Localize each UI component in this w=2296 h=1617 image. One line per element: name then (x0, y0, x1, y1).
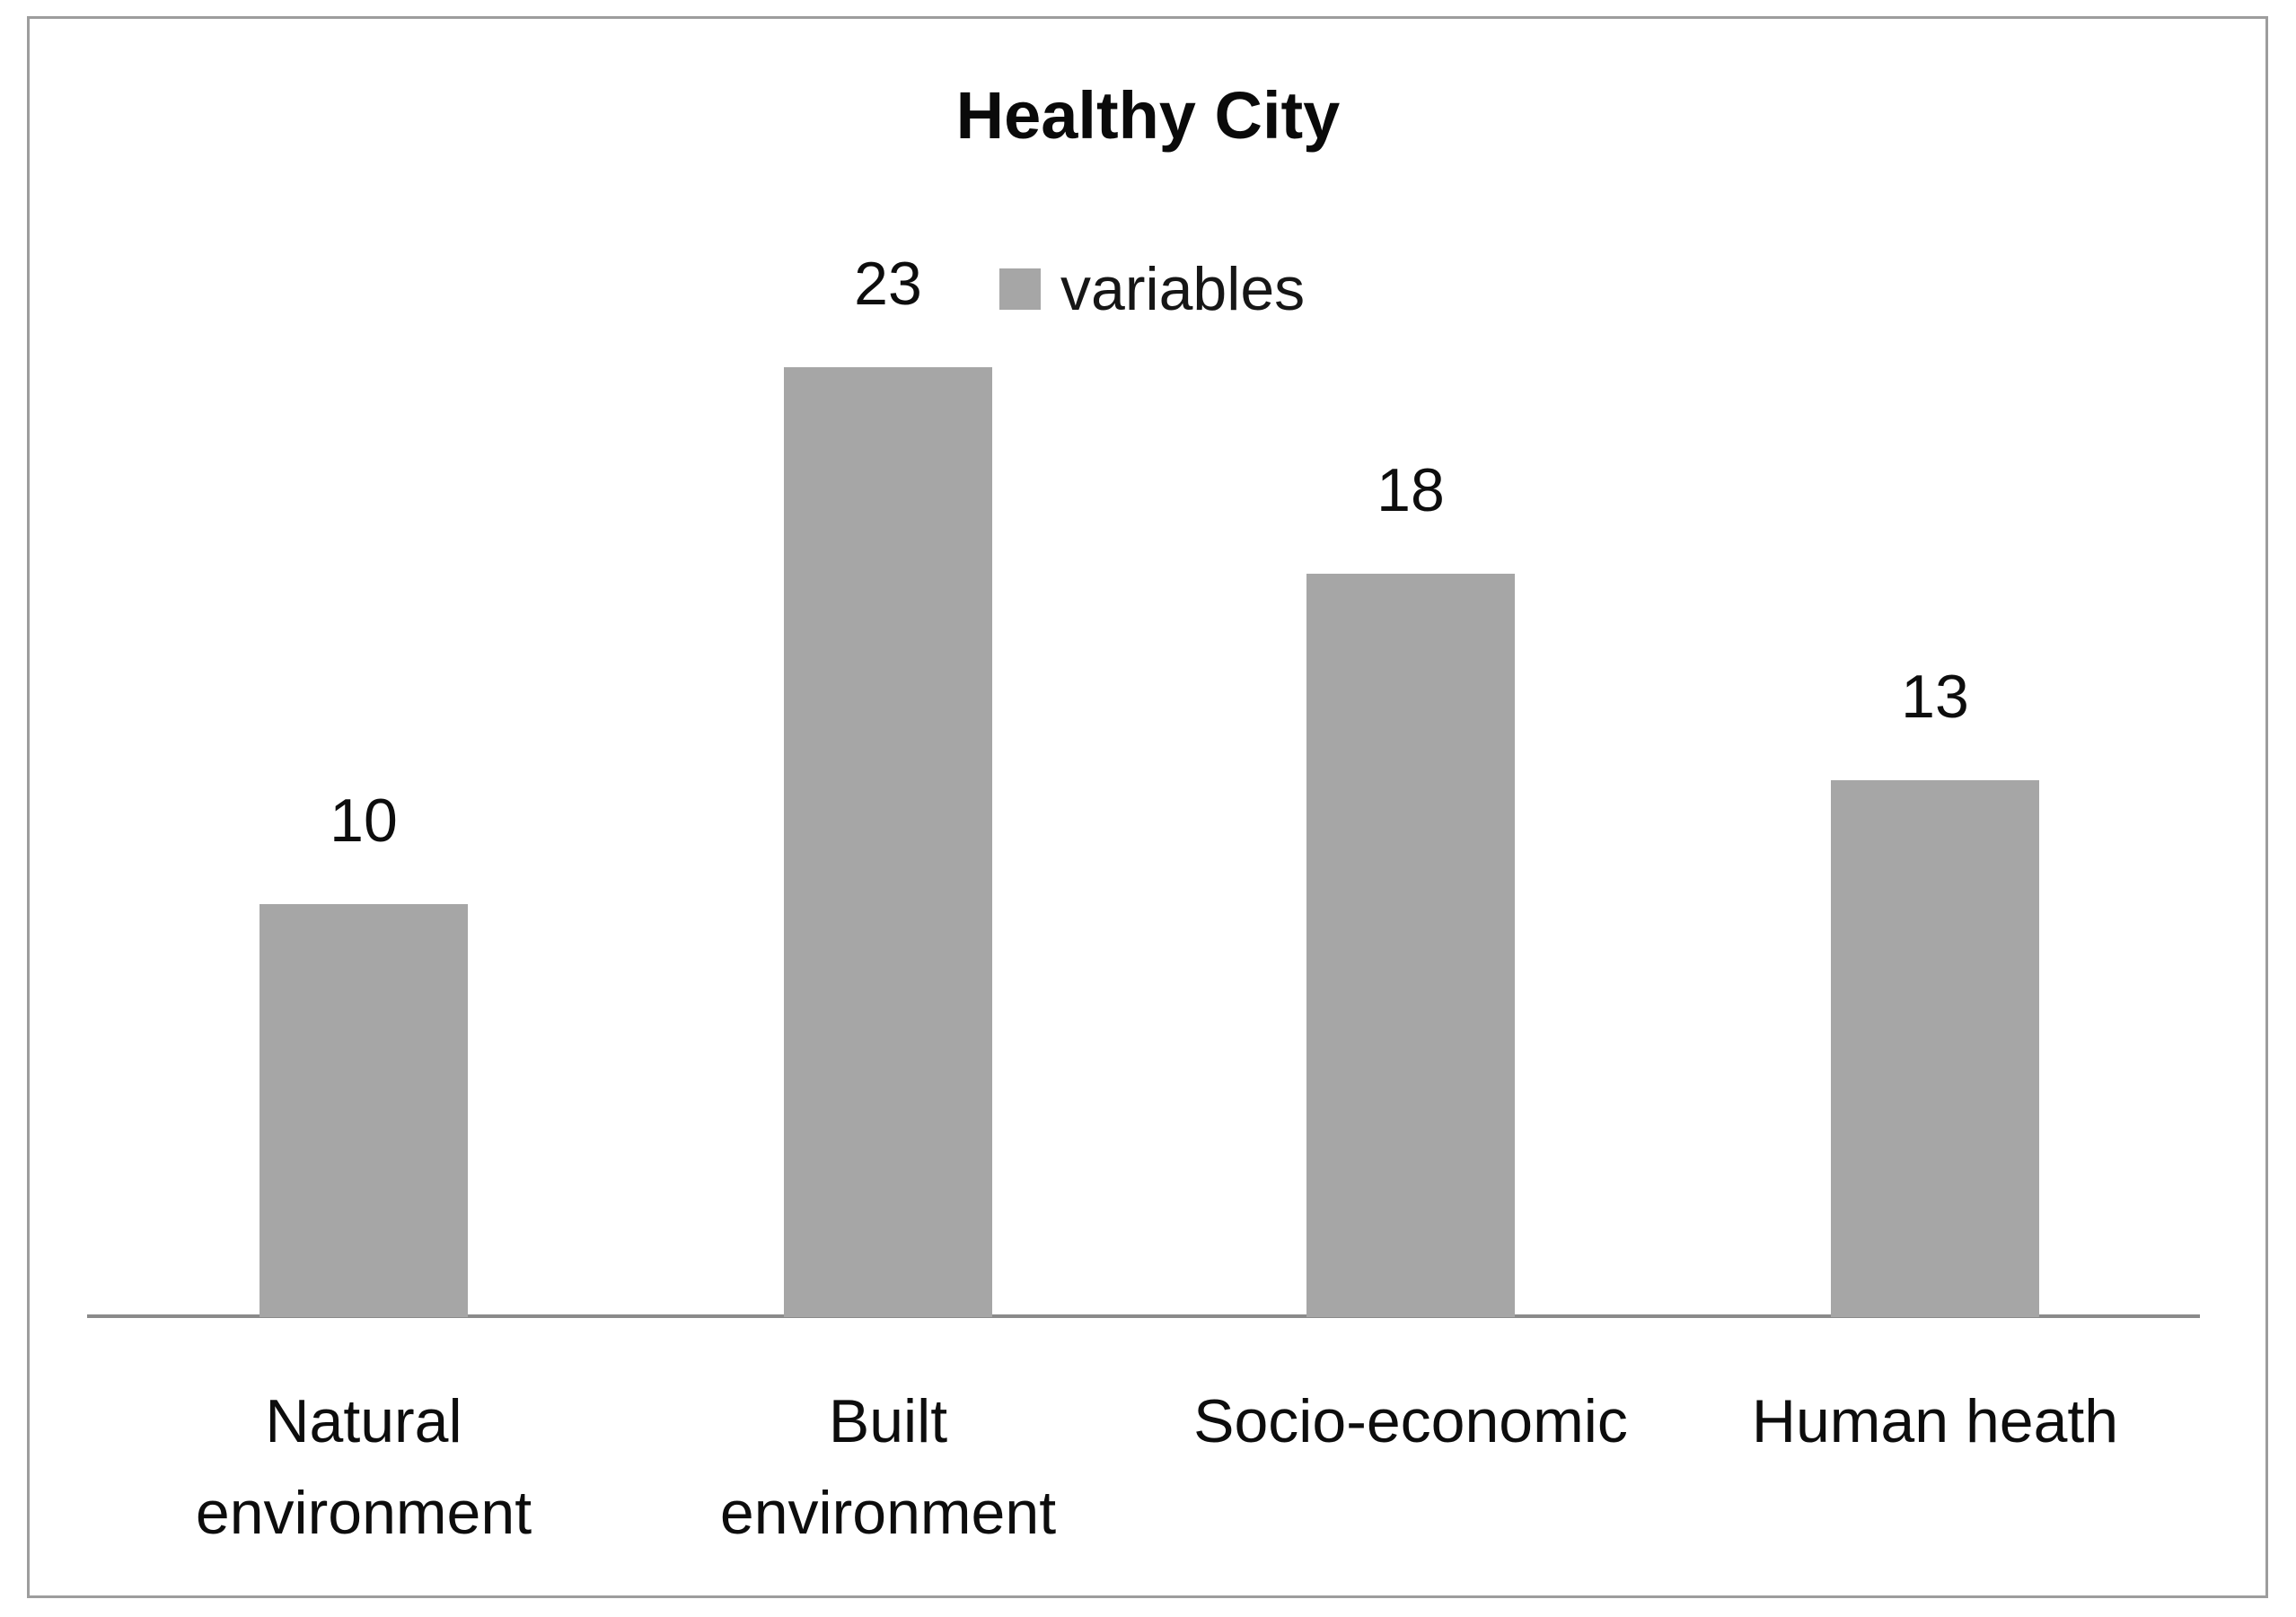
legend: variables (999, 259, 1305, 320)
category-label-socio-economic: Socio-economic (1193, 1387, 1628, 1455)
bar-human-heath (1831, 780, 2039, 1317)
bar-natural-environment (260, 904, 468, 1317)
x-axis-line (87, 1314, 2200, 1318)
legend-label: variables (1060, 255, 1306, 323)
chart-title: Healthy City (955, 78, 1341, 153)
category-label-built-environment: Built environment (719, 1387, 1057, 1547)
bar-socio-economic (1306, 574, 1515, 1317)
category-label-human-heath: Human heath (1751, 1387, 2119, 1455)
legend-swatch-icon (999, 268, 1041, 310)
bar-value-label-natural-environment: 10 (330, 787, 398, 855)
bar-built-environment (784, 367, 992, 1317)
category-label-natural-environment: Natural environment (195, 1387, 532, 1547)
bar-value-label-built-environment: 23 (854, 250, 922, 318)
bar-value-label-human-heath: 13 (1901, 663, 1969, 731)
bar-value-label-socio-economic: 18 (1377, 456, 1445, 524)
